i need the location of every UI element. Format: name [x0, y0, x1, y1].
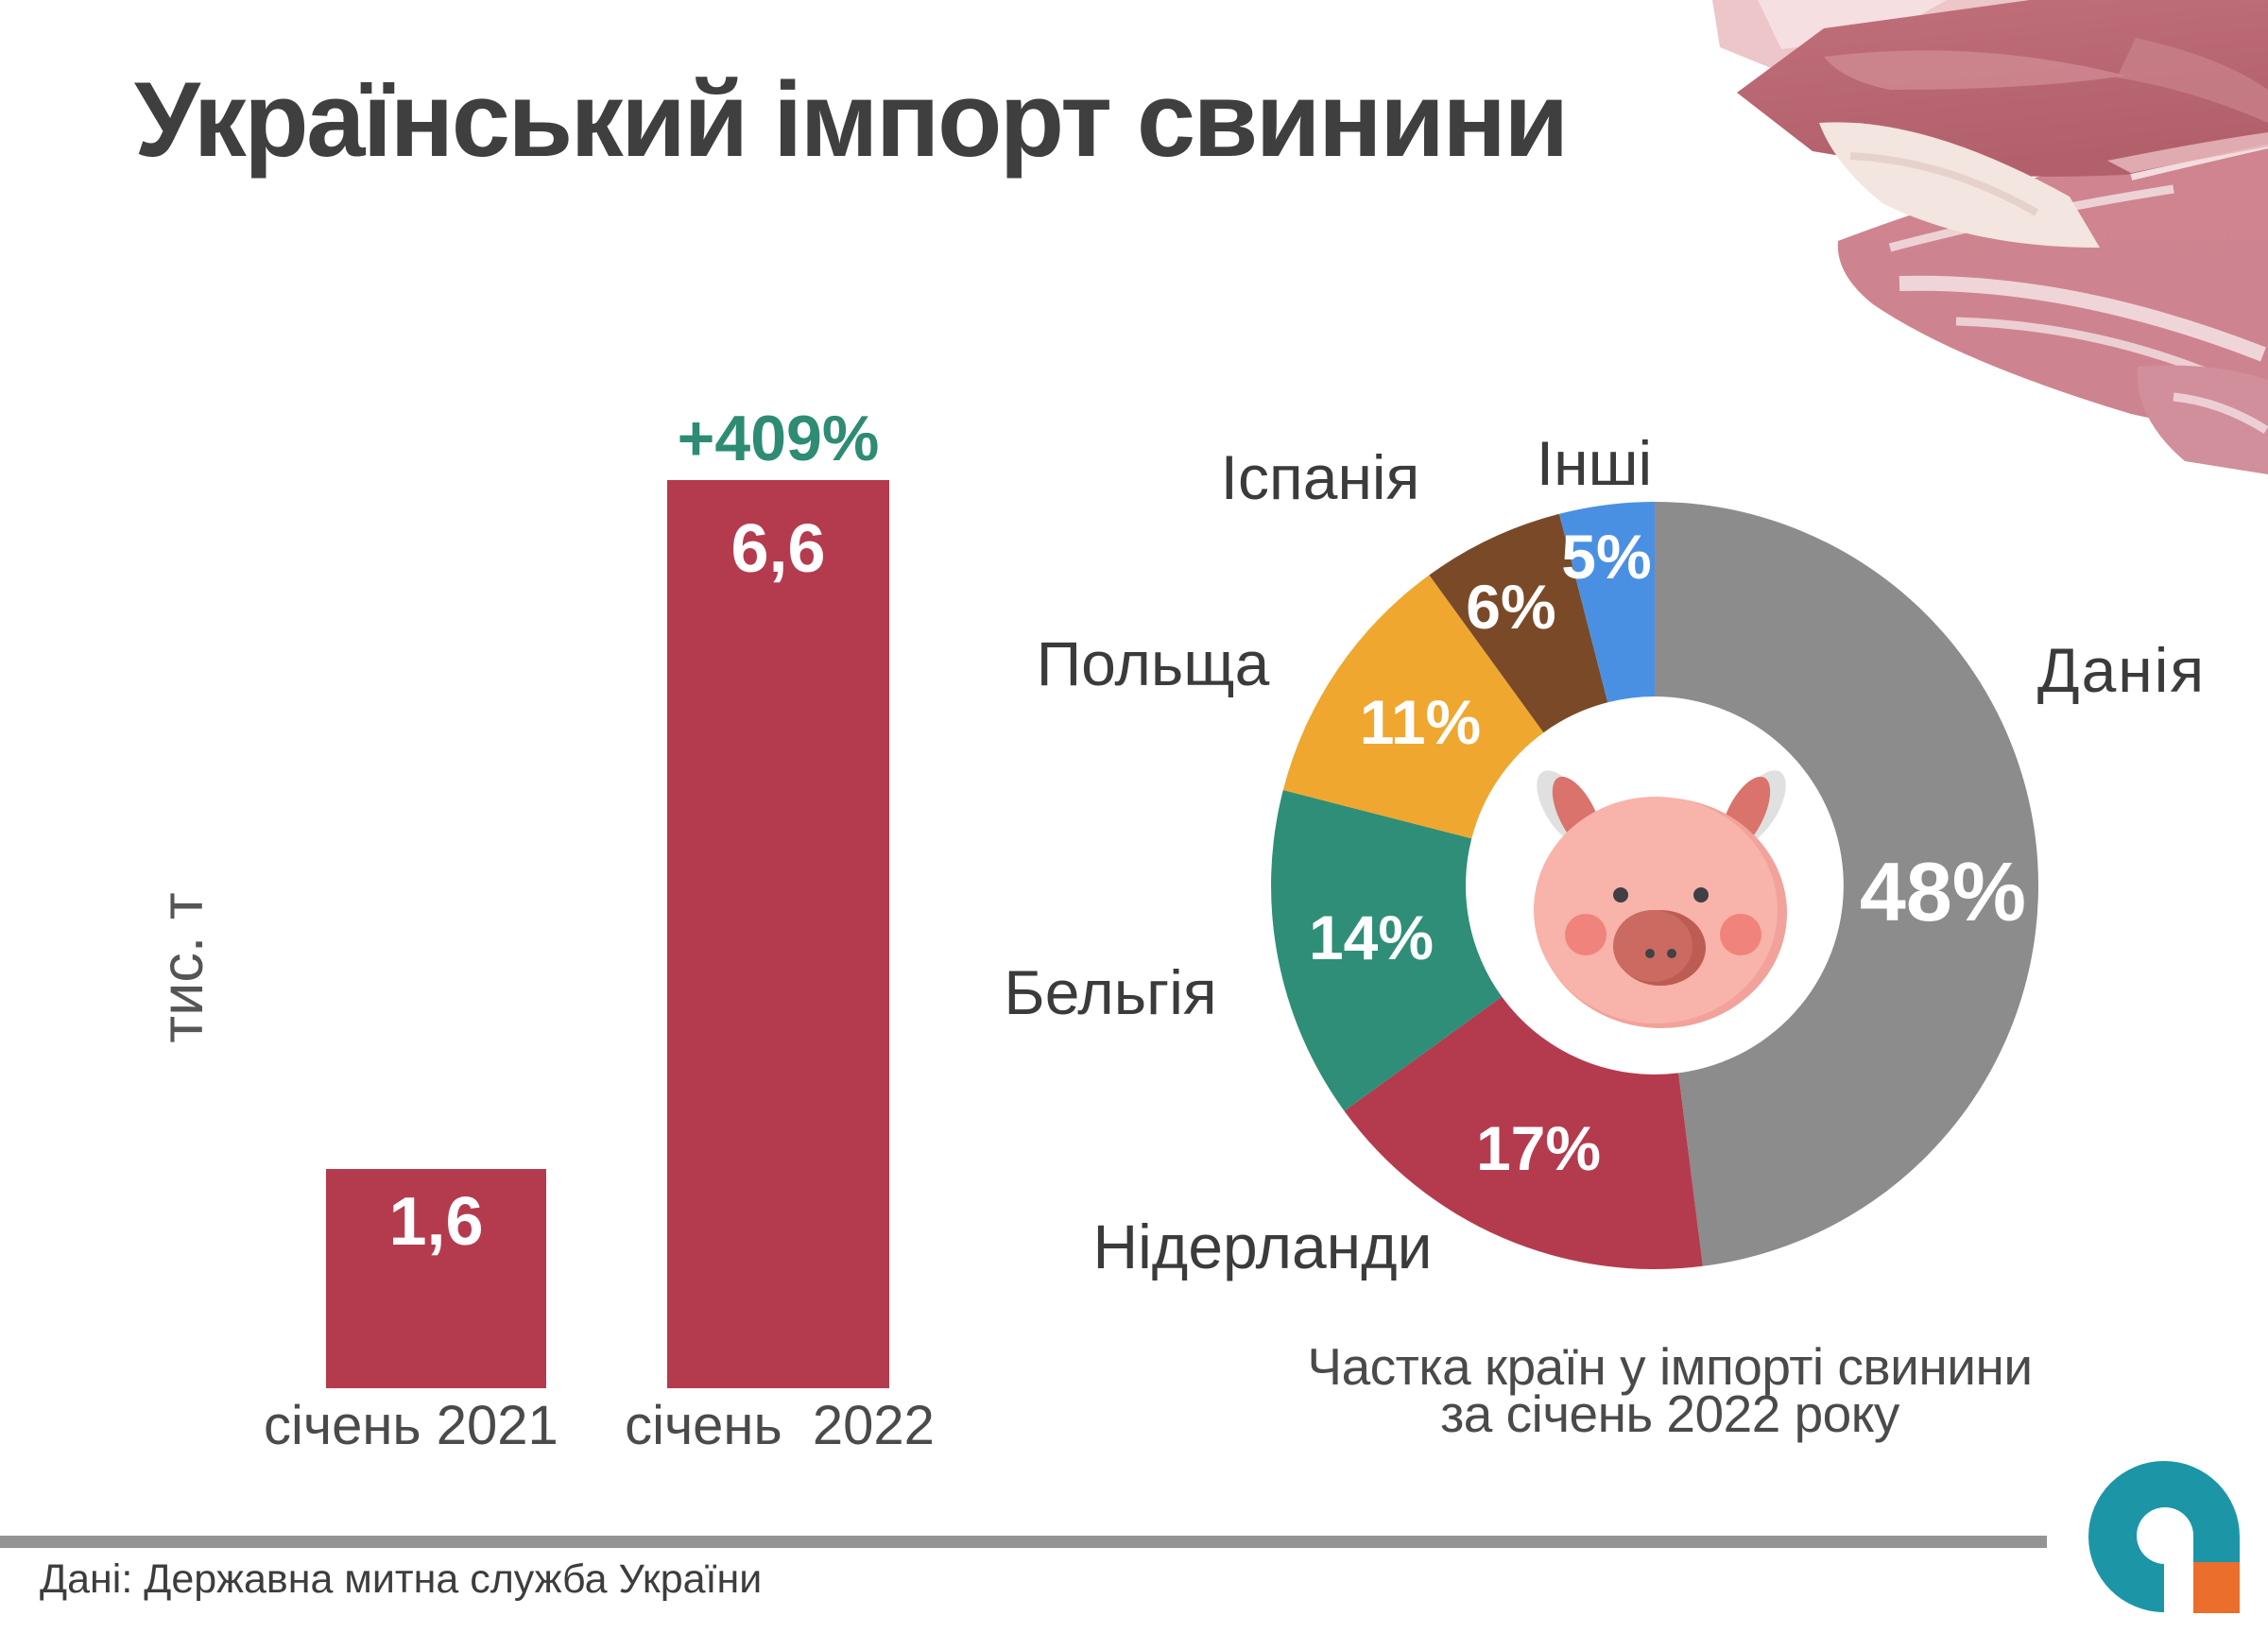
svg-text:11%: 11%	[1360, 687, 1481, 757]
svg-text:6%: 6%	[1466, 572, 1555, 642]
svg-text:17%: 17%	[1476, 1113, 1601, 1183]
svg-text:5%: 5%	[1561, 522, 1651, 592]
svg-text:48%: 48%	[1860, 845, 2026, 938]
svg-text:14%: 14%	[1309, 902, 1434, 972]
